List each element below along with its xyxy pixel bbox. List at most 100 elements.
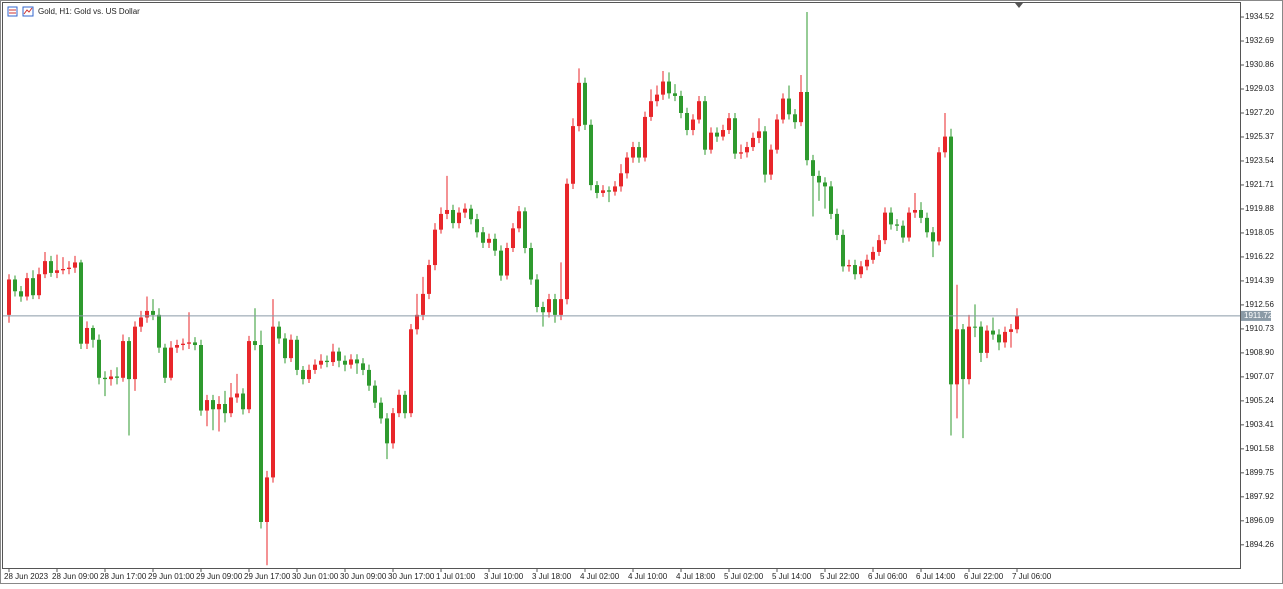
candle-body — [841, 234, 845, 267]
icon — [7, 6, 18, 17]
x-tick-label: 4 Jul 10:00 — [628, 572, 668, 581]
candle-body — [145, 310, 149, 318]
candle-body — [619, 173, 623, 187]
candle-body — [829, 186, 833, 214]
candle-body — [781, 98, 785, 120]
candle-body — [895, 224, 899, 226]
candle-body — [343, 360, 347, 365]
x-tick-label: 6 Jul 06:00 — [868, 572, 908, 581]
candle-body — [235, 393, 239, 398]
candle-body — [271, 326, 275, 478]
candle-body — [937, 152, 941, 242]
candle-body — [457, 212, 461, 224]
candle-body — [415, 314, 419, 330]
x-tick-label: 5 Jul 22:00 — [820, 572, 860, 581]
candle-body — [535, 279, 539, 307]
candle-body — [745, 147, 749, 153]
candle-body — [721, 130, 725, 137]
y-tick-label: 1905.24 — [1245, 396, 1274, 405]
candle-body — [1003, 331, 1007, 343]
candle-body — [877, 240, 881, 252]
y-tick-label: 1930.86 — [1245, 60, 1274, 69]
candle-body — [517, 211, 521, 229]
candle-body — [79, 262, 83, 344]
candle-body — [751, 137, 755, 148]
candle-body — [277, 326, 281, 339]
candle-body — [427, 265, 431, 294]
candle-body — [601, 190, 605, 193]
candle-body — [121, 341, 125, 378]
y-tick-label: 1907.07 — [1245, 372, 1274, 381]
candle-body — [385, 418, 389, 444]
candle-body — [835, 213, 839, 235]
candle-body — [193, 342, 197, 346]
candle-body — [703, 101, 707, 150]
x-tick-label: 5 Jul 02:00 — [724, 572, 764, 581]
candle-body — [97, 339, 101, 378]
candle-body — [763, 131, 767, 175]
candle-body — [463, 208, 467, 213]
candle-body — [283, 338, 287, 359]
candle-body — [799, 92, 803, 123]
candle-body — [625, 157, 629, 174]
candle-body — [583, 82, 587, 125]
candle-body — [511, 228, 515, 249]
icon-line — [23, 7, 33, 15]
candle-body — [217, 404, 221, 410]
candle-body — [793, 114, 797, 123]
candle-body — [25, 278, 29, 297]
y-tick-label: 1925.37 — [1245, 132, 1274, 141]
candle-body — [787, 98, 791, 115]
candle-body — [43, 261, 47, 275]
x-tick-label: 28 Jun 17:00 — [100, 572, 147, 581]
candle-body — [247, 341, 251, 410]
candle-body — [169, 347, 173, 378]
candle-body — [991, 330, 995, 335]
candle-body — [403, 394, 407, 414]
candle-body — [907, 212, 911, 238]
candle-body — [655, 94, 659, 102]
candle-body — [241, 393, 245, 410]
candle-body — [67, 267, 71, 269]
candle-body — [31, 278, 35, 296]
x-tick-label: 6 Jul 14:00 — [916, 572, 956, 581]
candle-body — [961, 329, 965, 380]
x-tick-label: 5 Jul 14:00 — [772, 572, 812, 581]
candle-body — [223, 404, 227, 414]
candle-body — [259, 345, 263, 522]
candle-body — [817, 175, 821, 183]
candle-body — [361, 363, 365, 370]
candle-body — [265, 477, 269, 522]
candle-body — [373, 385, 377, 403]
candle-body — [571, 126, 575, 184]
candle-body — [967, 326, 971, 380]
candle-body — [187, 342, 191, 344]
x-tick-label: 3 Jul 18:00 — [532, 572, 572, 581]
candle-body — [487, 238, 491, 243]
candle-body — [823, 182, 827, 187]
candle-body — [739, 152, 743, 154]
candle-body — [211, 400, 215, 410]
y-tick-label: 1914.39 — [1245, 276, 1274, 285]
candle-body — [631, 147, 635, 158]
candle-body — [493, 238, 497, 251]
candle-body — [541, 306, 545, 313]
candle-body — [301, 369, 305, 380]
candle-body — [379, 402, 383, 419]
candle-body — [109, 376, 113, 380]
candle-body — [553, 299, 557, 315]
candle-body — [19, 291, 23, 297]
candle-body — [955, 329, 959, 385]
toolbar-icons — [7, 6, 34, 17]
candle-body — [433, 229, 437, 266]
candle-body — [865, 259, 869, 267]
y-tick-label: 1897.92 — [1245, 492, 1274, 501]
candle-body — [931, 232, 935, 242]
candle-body — [559, 299, 563, 315]
candle-body — [973, 326, 977, 328]
x-tick-label: 6 Jul 22:00 — [964, 572, 1004, 581]
current-price-box — [1241, 310, 1271, 321]
candle-body — [127, 341, 131, 380]
x-tick-label: 29 Jun 17:00 — [244, 572, 291, 581]
candle-body — [997, 334, 1001, 343]
